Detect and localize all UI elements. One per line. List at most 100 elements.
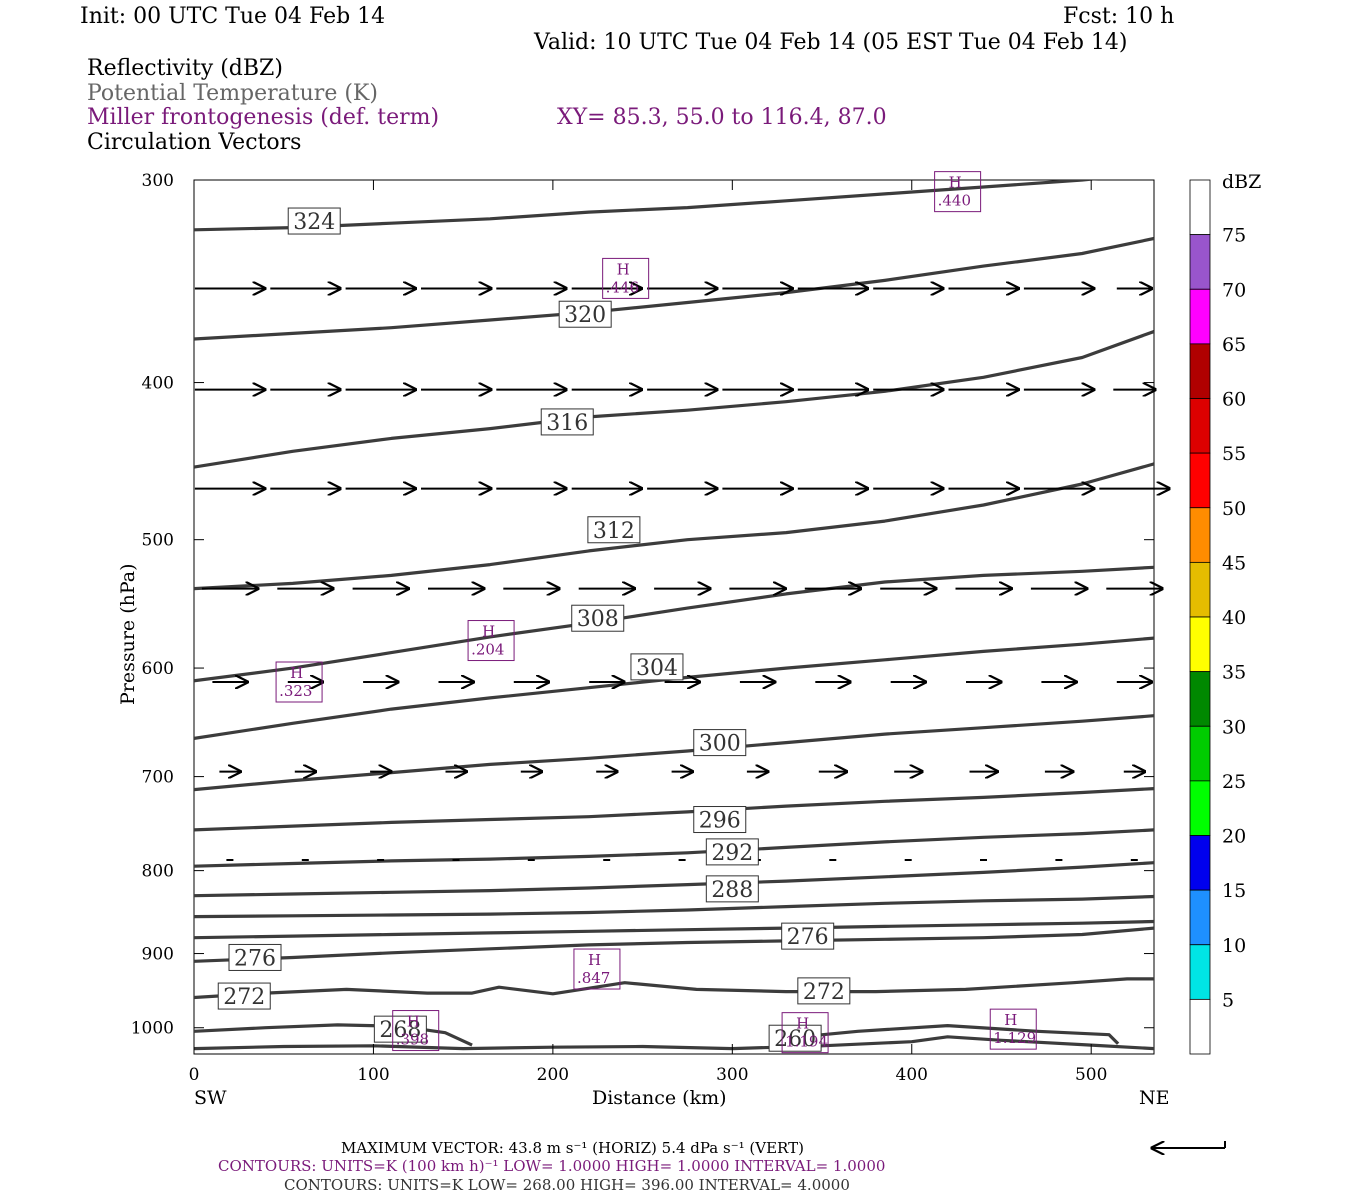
x-axis-title: Distance (km) <box>592 1087 727 1109</box>
contour-label-box-11 <box>228 943 282 971</box>
high-letter-5: H <box>407 1013 420 1031</box>
colorbar-title: dBZ <box>1222 171 1261 193</box>
high-box-1 <box>602 257 650 299</box>
colorbar-label-35: 35 <box>1222 662 1246 684</box>
high-letter-3: H <box>290 664 303 682</box>
colorbar-segment-3 <box>1189 343 1211 399</box>
y-tick-label-500: 500 <box>142 531 174 551</box>
contour-label-box-10 <box>781 922 835 950</box>
x-tick-label-0: 0 <box>189 1065 200 1085</box>
high-box-2 <box>467 620 515 662</box>
high-box-5 <box>392 1010 440 1052</box>
contour-label-box-15 <box>768 1024 822 1052</box>
y-tick-label-400: 400 <box>142 374 174 394</box>
high-letter-0: H <box>949 174 962 192</box>
contour-label-box-9 <box>705 875 759 903</box>
contour-label-box-0 <box>287 207 341 235</box>
contours-frontogenesis-note: CONTOURS: UNITS=K (100 km h)⁻¹ LOW= 1.00… <box>218 1157 886 1175</box>
circulation-vectors <box>194 289 1169 861</box>
colorbar-label-25: 25 <box>1222 771 1246 793</box>
contour-label-14: 268 <box>379 1018 421 1043</box>
forecast-hour: Fcst: 10 h <box>1063 4 1175 29</box>
max-vector-note: MAXIMUM VECTOR: 43.8 m s⁻¹ (HORIZ) 5.4 d… <box>341 1139 804 1157</box>
colorbar-label-5: 5 <box>1222 989 1234 1011</box>
theta-contour-316 <box>194 329 1154 469</box>
plot-border <box>193 179 1155 1055</box>
theta-contour-280 <box>194 919 1154 940</box>
colorbar-segment-1 <box>1189 234 1211 290</box>
colorbar-label-10: 10 <box>1222 935 1246 957</box>
colorbar-label-75: 75 <box>1222 225 1246 247</box>
colorbar-label-65: 65 <box>1222 334 1246 356</box>
contour-label-box-8 <box>705 838 759 866</box>
colorbar-segment-4 <box>1189 398 1211 454</box>
y-axis-title: Pressure (hPa) <box>117 563 139 705</box>
theta-contour-308 <box>194 565 1154 683</box>
colorbar-segment-10 <box>1189 725 1211 782</box>
high-value-5: .398 <box>396 1031 429 1049</box>
high-letter-4: H <box>588 951 601 969</box>
contour-label-11: 276 <box>234 946 276 971</box>
y-tick-label-700: 700 <box>142 768 174 788</box>
contour-label-9: 288 <box>711 878 753 903</box>
theta-contour-324 <box>194 180 1099 232</box>
theta-contour-320 <box>194 236 1154 341</box>
y-tick-label-900: 900 <box>142 945 174 965</box>
contour-label-13: 272 <box>803 980 845 1005</box>
y-tick-label-600: 600 <box>142 659 174 679</box>
contour-label-10: 276 <box>787 925 829 950</box>
theta-contour-276 <box>194 926 1154 963</box>
theta-contours <box>194 180 1154 1051</box>
contour-label-box-3 <box>587 516 641 544</box>
colorbar-label-70: 70 <box>1222 279 1246 301</box>
contours-theta-note: CONTOURS: UNITS=K LOW= 268.00 HIGH= 396.… <box>284 1176 850 1194</box>
contour-label-3: 312 <box>593 519 635 544</box>
colorbar-segment-12 <box>1189 835 1211 891</box>
contour-label-7: 296 <box>699 809 741 834</box>
theta-contour-284 <box>194 894 1154 919</box>
high-value-1: .446 <box>606 278 639 296</box>
contour-label-0: 324 <box>293 210 335 235</box>
contour-label-4: 308 <box>577 607 619 632</box>
colorbar-label-45: 45 <box>1222 552 1246 574</box>
theta-contour-272 <box>194 977 1154 1000</box>
plot-frame <box>193 179 1155 1055</box>
high-value-2: .204 <box>471 641 504 659</box>
colorbar-segment-14 <box>1189 944 1211 1000</box>
frontogenesis-highs: H.440H.446H.204H.323H.847H.398H1.194H1.1… <box>275 171 1037 1054</box>
x-tick-label-200: 200 <box>537 1065 569 1085</box>
colorbar-segment-13 <box>1189 889 1211 946</box>
colorbar-segment-9 <box>1189 671 1211 727</box>
theta-contour-268 <box>194 1023 473 1047</box>
x-tick-label-400: 400 <box>896 1065 928 1085</box>
colorbar-label-55: 55 <box>1222 443 1246 465</box>
colorbar-segment-11 <box>1189 780 1211 836</box>
x-tick-label-500: 500 <box>1075 1065 1107 1085</box>
colorbar-segment-8 <box>1189 616 1211 673</box>
high-value-0: .440 <box>938 192 971 210</box>
theta-contour-296 <box>194 787 1154 832</box>
colorbar-segment-2 <box>1189 288 1211 345</box>
colorbar-segment-15 <box>1189 998 1211 1055</box>
valid-time: Valid: 10 UTC Tue 04 Feb 14 (05 EST Tue … <box>534 30 1128 55</box>
contour-label-2: 316 <box>546 411 588 436</box>
contour-label-box-5 <box>630 653 684 681</box>
colorbar-segment-7 <box>1189 561 1211 618</box>
x-axis-left-end: SW <box>194 1087 227 1109</box>
init-time: Init: 00 UTC Tue 04 Feb 14 <box>80 4 386 29</box>
colorbar-segment-0 <box>1189 179 1211 236</box>
high-letter-7: H <box>1004 1011 1017 1029</box>
contour-label-box-4 <box>571 604 625 632</box>
high-letter-1: H <box>617 260 630 278</box>
contour-label-box-14 <box>373 1015 427 1043</box>
contour-label-15: 260 <box>774 1027 816 1052</box>
colorbar-label-40: 40 <box>1222 607 1246 629</box>
theta-contour-292 <box>194 828 1154 868</box>
contour-label-8: 292 <box>711 841 753 866</box>
contour-label-12: 272 <box>223 985 265 1010</box>
axes: 300 400 500 600 700 800 900 1000 0 100 200 300 400 50… <box>131 171 1154 1085</box>
high-letter-6: H <box>796 1015 809 1033</box>
high-value-7: 1.129 <box>993 1029 1036 1047</box>
theta-contour-312 <box>194 462 1154 591</box>
theta-contour-268b <box>785 1023 1120 1045</box>
